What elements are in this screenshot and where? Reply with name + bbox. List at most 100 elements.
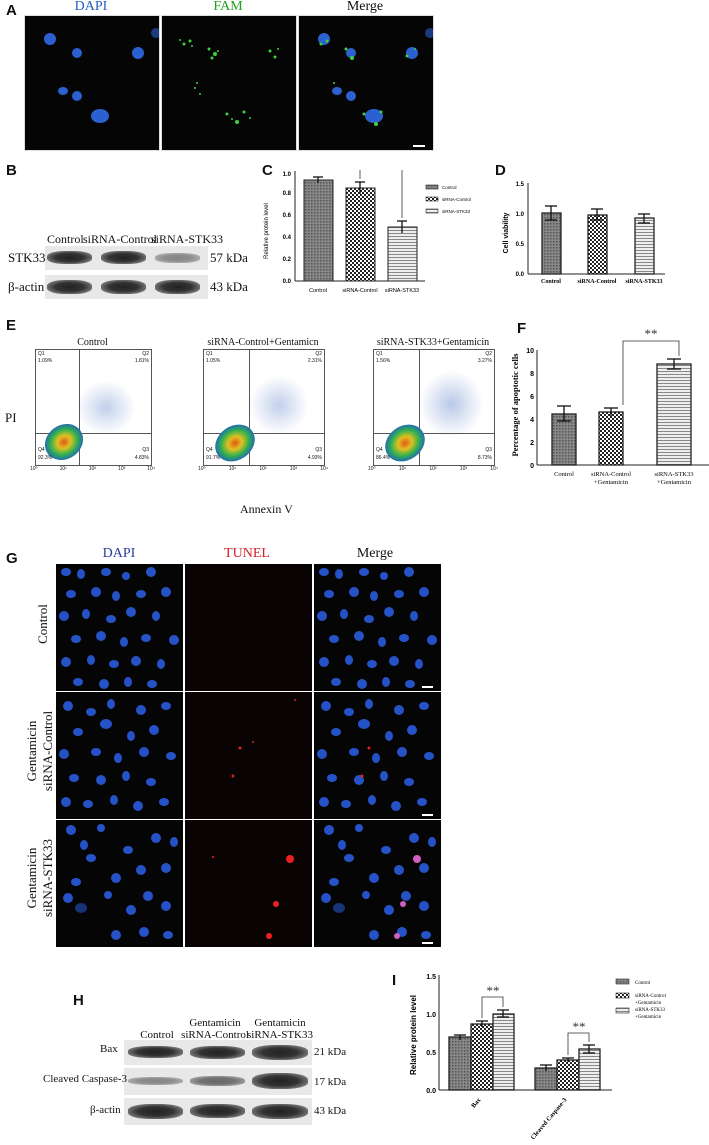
- panel-label-i: I: [392, 972, 397, 989]
- svg-text:siRNA-Control: siRNA-Control: [442, 197, 471, 202]
- svg-text:**: **: [487, 983, 500, 998]
- row-label-control: Control: [35, 604, 50, 644]
- panel-label-e: E: [6, 317, 17, 334]
- column-header-dapi: DAPI: [74, 0, 108, 14]
- svg-text:1.0: 1.0: [516, 212, 525, 218]
- x-axis-label-annexin: Annexin V: [240, 502, 293, 516]
- micrograph-a-dapi: [24, 15, 160, 151]
- blot-h-beta-actin: [124, 1098, 312, 1125]
- svg-text:0.2: 0.2: [283, 257, 292, 263]
- svg-text:siRNA-STK33: siRNA-STK33: [654, 471, 693, 478]
- svg-text:0.5: 0.5: [426, 1050, 436, 1057]
- svg-text:0.4: 0.4: [283, 235, 292, 241]
- panel-label-g: G: [6, 550, 18, 567]
- svg-text:6: 6: [530, 394, 534, 401]
- column-header-fam: FAM: [213, 0, 243, 14]
- svg-text:siRNA-STK33: siRNA-STK33: [625, 279, 662, 285]
- svg-text:0.0: 0.0: [426, 1088, 436, 1095]
- svg-text:siRNA-Control: siRNA-Control: [578, 279, 617, 285]
- row-label-stk33: STK33: [8, 250, 46, 265]
- bar-chart-c: Relative protein level 0.0 0.2 0.4 0.6 0.8 1.…: [264, 170, 471, 294]
- row-label-h-beta-actin: β-actin: [90, 1104, 121, 1116]
- significance-c: **: [374, 170, 388, 171]
- lane-label-sirna-control: siRNA-Control: [83, 232, 158, 246]
- row-label-gentamicin-sirna-control: Gentamicin siRNA-Control: [24, 710, 55, 792]
- svg-text:Control: Control: [442, 185, 457, 190]
- svg-text:0.5: 0.5: [516, 242, 525, 248]
- svg-text:1.5: 1.5: [516, 182, 525, 188]
- svg-text:siRNA-Control: siRNA-Control: [635, 994, 666, 999]
- column-header-merge: Merge: [346, 0, 384, 14]
- svg-text:0.0: 0.0: [283, 279, 292, 285]
- blot-h-cleaved-caspase-3: [124, 1068, 312, 1095]
- facs-x-ticks-sirna-stk33: 10⁰ 10¹ 10² 10³ 10⁴: [368, 466, 498, 472]
- svg-text:Control: Control: [541, 279, 561, 285]
- svg-text:0: 0: [530, 463, 534, 470]
- micrograph-g-sirna-stk33-merge: [313, 819, 442, 948]
- svg-text:0.6: 0.6: [283, 213, 292, 219]
- svg-text:Cleaved Caspase-3: Cleaved Caspase-3: [530, 1096, 569, 1141]
- svg-text:1.5: 1.5: [426, 974, 436, 981]
- micrograph-g-control-dapi: [55, 563, 184, 692]
- kda-label-stk33: 57 kDa: [210, 250, 248, 265]
- svg-text:Control: Control: [635, 981, 651, 986]
- kda-label-h-beta-actin: 43 kDa: [314, 1105, 347, 1117]
- micrograph-g-sirna-control-dapi: [55, 691, 184, 820]
- svg-text:2: 2: [530, 440, 534, 447]
- micrograph-g-sirna-stk33-tunel: [184, 819, 313, 948]
- svg-text:siRNA-Control: siRNA-Control: [342, 288, 377, 294]
- svg-text:siRNA-STK33: siRNA-STK33: [442, 209, 471, 214]
- kda-label-beta-actin: 43 kDa: [210, 279, 248, 294]
- facs-plot-sirna-control: Q1 1.05% Q2 2.31% Q3 4.93% Q4 91.7%: [203, 349, 325, 469]
- lane-label-h-sirna-control: Gentamicin siRNA-Control: [181, 1017, 249, 1041]
- y-axis-label-c: Relative protein level: [264, 203, 270, 259]
- svg-text:Bax: Bax: [470, 1096, 483, 1109]
- facs-title-control: Control: [77, 337, 108, 348]
- svg-text:1.0: 1.0: [283, 172, 292, 178]
- micrograph-g-sirna-control-tunel: [184, 691, 313, 820]
- lane-label-h-control: Control: [140, 1029, 174, 1041]
- kda-label-cleaved-caspase-3: 17 kDa: [314, 1076, 347, 1088]
- svg-text:+Gentamicin: +Gentamicin: [657, 479, 692, 486]
- svg-text:+Gentamicin: +Gentamicin: [594, 479, 629, 486]
- svg-text:+Gentamicin: +Gentamicin: [635, 1015, 662, 1020]
- facs-plot-control: Q1 1.09% Q2 1.81% Q3 4.83% Q4 92.3%: [35, 349, 152, 468]
- micrograph-g-control-tunel: [184, 563, 313, 692]
- svg-text:Percentage of apoptotic cells: Percentage of apoptotic cells: [510, 353, 520, 457]
- svg-text:**: **: [573, 1019, 586, 1034]
- bar-chart-f: Percentage of apoptotic cells 0 2 4 6 8 10 **…: [510, 326, 709, 486]
- column-header-merge-g: Merge: [356, 546, 394, 561]
- facs-plot-sirna-stk33: Q1 1.56% Q2 3.27% Q3 8.73% Q4 86.4%: [373, 349, 495, 469]
- svg-text:Relative protein level: Relative protein level: [409, 995, 418, 1075]
- facs-x-ticks-control: 10⁰ 10¹ 10² 10³ 10⁴: [30, 466, 155, 472]
- svg-text:siRNA-STK33: siRNA-STK33: [635, 1008, 666, 1013]
- row-label-bax: Bax: [100, 1043, 118, 1055]
- facs-title-sirna-control: siRNA-Control+Gentamicn: [207, 337, 319, 348]
- svg-text:10: 10: [526, 348, 534, 355]
- svg-text:1.0: 1.0: [426, 1012, 436, 1019]
- svg-text:siRNA-Control: siRNA-Control: [591, 471, 631, 478]
- y-axis-label-pi: PI: [5, 410, 17, 425]
- svg-text:0.8: 0.8: [283, 191, 292, 197]
- svg-text:Control: Control: [554, 471, 574, 478]
- svg-text:4: 4: [530, 417, 534, 424]
- row-label-cleaved-caspase-3: Cleaved Caspase-3: [43, 1073, 127, 1085]
- svg-text:**: **: [645, 326, 658, 341]
- micrograph-g-sirna-stk33-dapi: [55, 819, 184, 948]
- micrograph-g-sirna-control-merge: [313, 691, 442, 820]
- column-header-dapi-g: DAPI: [102, 546, 136, 561]
- kda-label-bax: 21 kDa: [314, 1046, 347, 1058]
- panel-label-f: F: [517, 320, 527, 337]
- micrograph-g-control-merge: [313, 563, 442, 692]
- svg-text:8: 8: [530, 371, 534, 378]
- lane-label-sirna-stk33: siRNA-STK33: [151, 232, 224, 246]
- blot-beta-actin: [45, 275, 208, 299]
- blot-h-bax: [124, 1040, 312, 1065]
- panel-label-d: D: [495, 162, 506, 179]
- bar-chart-d: Cell viability 0.0 0.5 1.0 1.5 Control siRNA…: [503, 182, 665, 285]
- svg-text:siRNA-STK33: siRNA-STK33: [385, 288, 419, 294]
- panel-label-c: C: [262, 162, 273, 179]
- svg-text:+Gentamicin: +Gentamicin: [635, 1001, 662, 1006]
- bar-chart-i: Relative protein level 0.0 0.5 1.0 1.5 ** *…: [409, 974, 666, 1141]
- svg-text:Control: Control: [309, 288, 327, 294]
